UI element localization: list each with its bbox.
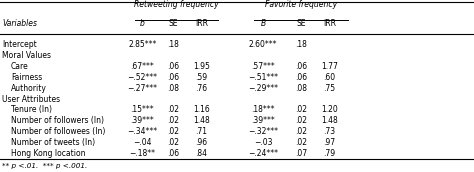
Text: .84: .84 xyxy=(195,149,208,158)
Text: .75: .75 xyxy=(323,84,336,93)
Text: .60: .60 xyxy=(323,73,336,82)
Text: .57***: .57*** xyxy=(251,62,275,71)
Text: IRR: IRR xyxy=(195,19,208,28)
Text: .02: .02 xyxy=(167,105,179,114)
Text: .06: .06 xyxy=(295,62,307,71)
Text: .67***: .67*** xyxy=(130,62,154,71)
Text: .59: .59 xyxy=(195,73,208,82)
Text: Intercept: Intercept xyxy=(2,40,37,49)
Text: −.24***: −.24*** xyxy=(248,149,278,158)
Text: .39***: .39*** xyxy=(130,116,154,125)
Text: .06: .06 xyxy=(167,62,179,71)
Text: 1.77: 1.77 xyxy=(321,62,338,71)
Text: .08: .08 xyxy=(167,84,179,93)
Text: −.32***: −.32*** xyxy=(248,127,278,136)
Text: 1.20: 1.20 xyxy=(321,105,338,114)
Text: −.04: −.04 xyxy=(133,138,152,147)
Text: .76: .76 xyxy=(195,84,208,93)
Text: User Attributes: User Attributes xyxy=(2,95,61,104)
Text: .02: .02 xyxy=(167,116,179,125)
Text: B: B xyxy=(260,19,266,28)
Text: .06: .06 xyxy=(167,73,179,82)
Text: Retweeting frequency: Retweeting frequency xyxy=(134,0,219,9)
Text: .97: .97 xyxy=(323,138,336,147)
Text: 2.60***: 2.60*** xyxy=(249,40,277,49)
Text: 1.95: 1.95 xyxy=(193,62,210,71)
Text: .08: .08 xyxy=(295,84,307,93)
Text: 2.85***: 2.85*** xyxy=(128,40,156,49)
Text: .02: .02 xyxy=(295,127,307,136)
Text: .18***: .18*** xyxy=(251,105,275,114)
Text: .18: .18 xyxy=(167,40,179,49)
Text: .73: .73 xyxy=(323,127,336,136)
Text: Favorite frequency: Favorite frequency xyxy=(265,0,337,9)
Text: .39***: .39*** xyxy=(251,116,275,125)
Text: .02: .02 xyxy=(295,116,307,125)
Text: SE: SE xyxy=(296,19,306,28)
Text: −.34***: −.34*** xyxy=(127,127,157,136)
Text: Number of tweets (ln): Number of tweets (ln) xyxy=(11,138,95,147)
Text: Fairness: Fairness xyxy=(11,73,42,82)
Text: Authority: Authority xyxy=(11,84,47,93)
Text: .71: .71 xyxy=(195,127,208,136)
Text: .18: .18 xyxy=(295,40,307,49)
Text: .06: .06 xyxy=(167,149,179,158)
Text: .06: .06 xyxy=(295,73,307,82)
Text: .02: .02 xyxy=(167,127,179,136)
Text: −.52***: −.52*** xyxy=(127,73,157,82)
Text: −.18**: −.18** xyxy=(129,149,155,158)
Text: .15***: .15*** xyxy=(130,105,154,114)
Text: SE: SE xyxy=(168,19,178,28)
Text: Care: Care xyxy=(11,62,28,71)
Text: −.29***: −.29*** xyxy=(248,84,278,93)
Text: −.27***: −.27*** xyxy=(127,84,157,93)
Text: −.51***: −.51*** xyxy=(248,73,278,82)
Text: .02: .02 xyxy=(295,105,307,114)
Text: 1.16: 1.16 xyxy=(193,105,210,114)
Text: Number of followees (ln): Number of followees (ln) xyxy=(11,127,105,136)
Text: 1.48: 1.48 xyxy=(321,116,338,125)
Text: Moral Values: Moral Values xyxy=(2,51,51,60)
Text: −.03: −.03 xyxy=(254,138,273,147)
Text: b: b xyxy=(140,19,145,28)
Text: .96: .96 xyxy=(195,138,208,147)
Text: Hong Kong location: Hong Kong location xyxy=(11,149,85,158)
Text: .79: .79 xyxy=(323,149,336,158)
Text: Variables: Variables xyxy=(2,19,37,28)
Text: Number of followers (ln): Number of followers (ln) xyxy=(11,116,104,125)
Text: 1.48: 1.48 xyxy=(193,116,210,125)
Text: Tenure (ln): Tenure (ln) xyxy=(11,105,52,114)
Text: ** p <.01.  *** p <.001.: ** p <.01. *** p <.001. xyxy=(2,163,88,169)
Text: .07: .07 xyxy=(295,149,307,158)
Text: .02: .02 xyxy=(167,138,179,147)
Text: .02: .02 xyxy=(295,138,307,147)
Text: IRR: IRR xyxy=(323,19,336,28)
